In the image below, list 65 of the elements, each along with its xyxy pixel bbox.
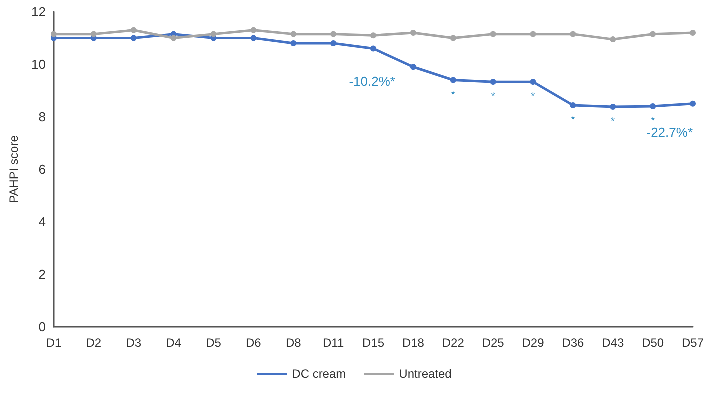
x-tick-label: D22 [442, 336, 465, 350]
point [90, 31, 97, 38]
annotation: * [611, 116, 616, 128]
point [690, 30, 696, 36]
point [170, 35, 177, 42]
y-tick-label: 8 [38, 110, 46, 124]
x-tick-label: D2 [86, 336, 102, 350]
point [330, 31, 337, 38]
x-tick-label: D57 [682, 336, 704, 350]
point [530, 31, 536, 38]
x-tick-label: D15 [362, 336, 385, 350]
point [370, 46, 376, 52]
legend-label: DC cream [292, 367, 346, 381]
x-tick-label: D1 [46, 336, 62, 350]
annotation: * [571, 114, 576, 126]
point [410, 64, 416, 70]
x-tick-label: D8 [286, 336, 302, 350]
point [650, 104, 656, 110]
annotation: -22.7%* [646, 124, 693, 140]
y-tick-label: 0 [38, 320, 46, 334]
x-tick-label: D36 [562, 336, 585, 350]
point [130, 27, 137, 34]
x-tick-label: D29 [522, 336, 545, 350]
point [290, 40, 297, 46]
point [410, 30, 416, 36]
annotation: * [531, 92, 536, 103]
point [610, 104, 616, 110]
x-tick-label: D18 [402, 336, 425, 350]
point [250, 35, 257, 42]
point [610, 36, 616, 43]
point [570, 31, 576, 38]
point [490, 31, 496, 38]
point [530, 79, 536, 86]
point [330, 40, 337, 46]
point [450, 35, 456, 42]
x-tick-label: D43 [602, 336, 624, 350]
y-tick-label: 6 [38, 162, 46, 177]
annotation: * [451, 90, 456, 101]
y-axis-title: PAHPI score [7, 135, 21, 204]
point [570, 102, 576, 108]
x-tick-label: D6 [246, 336, 262, 350]
point [210, 31, 217, 38]
point [450, 77, 456, 84]
point [130, 35, 137, 42]
point [250, 27, 257, 34]
y-tick-label: 2 [38, 267, 46, 282]
point [370, 32, 376, 39]
point [490, 79, 496, 86]
point [51, 31, 57, 38]
y-tick-label: 10 [32, 57, 46, 72]
y-tick-label: 12 [32, 4, 46, 20]
x-tick-label: D5 [206, 336, 222, 350]
x-tick-label: D4 [166, 336, 182, 350]
annotation: * [491, 92, 496, 103]
annotation: * [651, 116, 656, 127]
annotation: -10.2%* [349, 74, 396, 90]
x-tick-label: D11 [323, 336, 344, 350]
point [290, 31, 297, 38]
legend-label: Untreated [399, 367, 452, 381]
x-tick-label: D3 [126, 336, 142, 350]
y-tick-label: 4 [38, 214, 46, 230]
x-tick-label: D50 [642, 336, 664, 350]
point [650, 31, 656, 38]
x-tick-label: D25 [482, 336, 505, 350]
point [690, 100, 696, 107]
